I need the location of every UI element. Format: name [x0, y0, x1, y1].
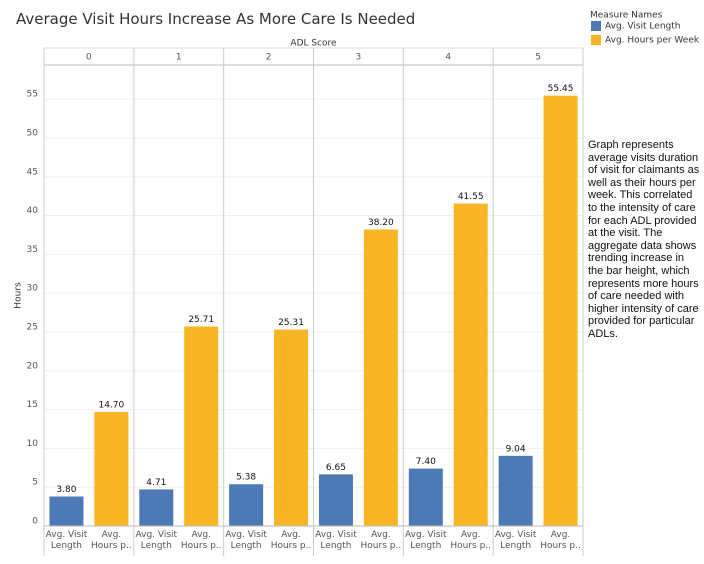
x-tick-label: Avg. Hours p..: [450, 530, 492, 551]
value-label: 4.71: [146, 478, 166, 488]
facet-label: 0: [86, 53, 92, 63]
value-label: 41.55: [458, 192, 484, 202]
facet-label: 2: [266, 53, 272, 63]
bar: [94, 411, 129, 526]
bar: [49, 496, 84, 526]
x-tick-label: Avg. Visit Length: [404, 530, 447, 551]
legend-swatch: [591, 35, 601, 45]
x-tick-label: Avg. Hours p..: [180, 530, 222, 551]
bar: [498, 455, 533, 526]
bar: [453, 203, 488, 526]
bar: [229, 484, 264, 526]
value-label: 38.20: [368, 218, 394, 228]
value-label: 9.04: [506, 444, 526, 454]
y-tick-label: 10: [27, 439, 39, 449]
y-tick-label: 15: [27, 400, 38, 410]
x-tick-label: Avg. Visit Length: [135, 530, 178, 551]
value-label: 3.80: [56, 485, 76, 495]
facet-label: 5: [535, 53, 541, 63]
value-label: 14.70: [98, 400, 124, 410]
facet-label: 1: [176, 53, 182, 63]
y-axis-label: Hours: [14, 282, 24, 309]
y-tick-label: 30: [27, 284, 39, 294]
value-label: 25.71: [188, 315, 214, 325]
value-label: 25.31: [278, 318, 304, 328]
bar: [274, 329, 309, 526]
facet-title: ADL Score: [290, 39, 337, 49]
facet-label: 3: [356, 53, 362, 63]
y-tick-label: 40: [27, 206, 39, 216]
chart-title: Average Visit Hours Increase As More Car…: [16, 10, 416, 28]
x-tick-label: Avg. Hours p..: [91, 530, 132, 551]
bar: [363, 229, 398, 526]
x-tick-label: Avg. Visit Length: [315, 530, 357, 551]
y-tick-label: 25: [27, 322, 38, 332]
x-tick-label: Avg. Hours p..: [270, 530, 312, 551]
value-label: 5.38: [236, 473, 256, 483]
y-tick-label: 45: [27, 167, 38, 177]
value-label: 7.40: [416, 457, 436, 467]
bar: [318, 474, 353, 526]
y-tick-label: 55: [27, 90, 38, 100]
facet-label: 4: [445, 53, 451, 63]
x-tick-label: Avg. Visit Length: [494, 530, 537, 551]
bar: [408, 468, 443, 526]
legend-label: Avg. Visit Length: [605, 22, 680, 32]
y-tick-label: 50: [27, 128, 39, 138]
y-tick-label: 5: [32, 478, 38, 488]
x-tick-label: Avg. Hours p..: [540, 530, 581, 551]
legend-label: Avg. Hours per Week: [605, 36, 700, 46]
legend-swatch: [591, 21, 601, 31]
bar: [184, 326, 219, 526]
value-label: 55.45: [548, 84, 574, 94]
bar: [139, 489, 174, 526]
bar: [543, 95, 578, 526]
value-label: 6.65: [326, 463, 346, 473]
y-tick-label: 0: [32, 517, 38, 527]
legend-title: Measure Names: [590, 11, 663, 21]
x-tick-label: Avg. Visit Length: [225, 530, 267, 551]
y-tick-label: 20: [27, 361, 39, 371]
y-tick-label: 35: [27, 245, 38, 255]
annotation: Graph represents average visits duration…: [588, 139, 700, 340]
x-tick-label: Avg. Visit Length: [45, 530, 88, 551]
x-tick-label: Avg. Hours p..: [360, 530, 402, 551]
